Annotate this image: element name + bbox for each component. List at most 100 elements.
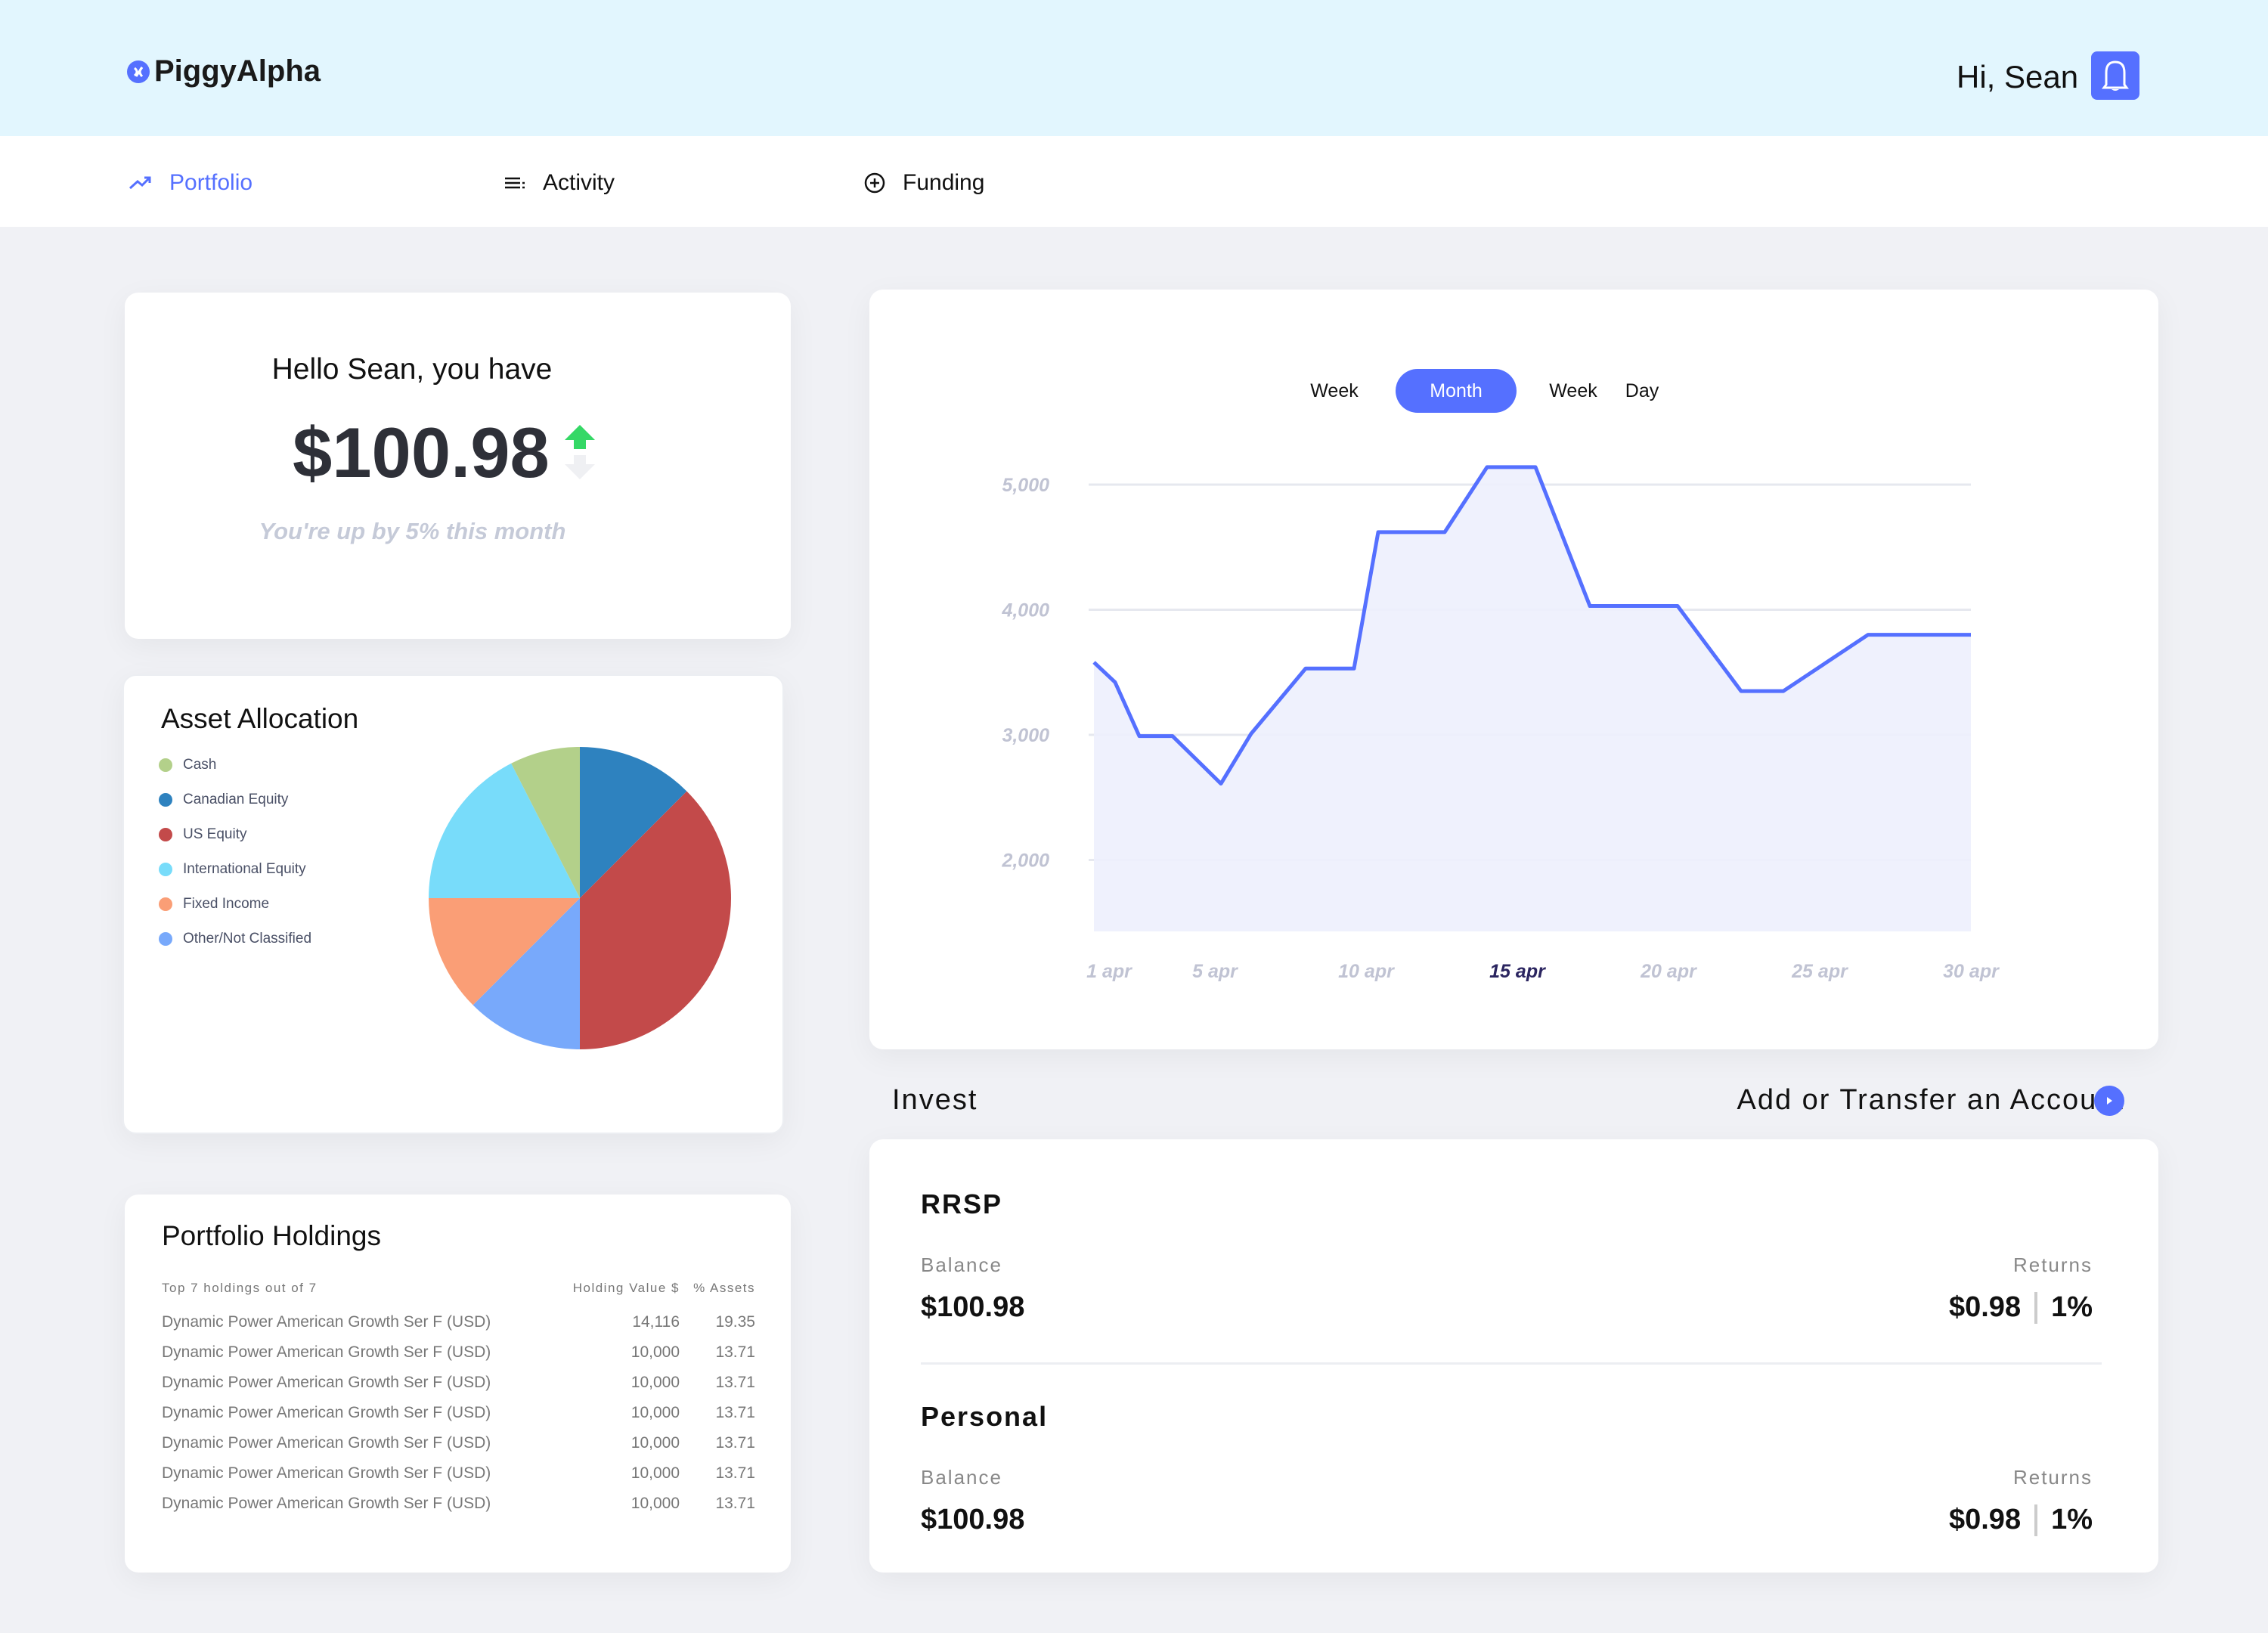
holdings-header: Top 7 holdings out of 7 Holding Value $ … (162, 1277, 755, 1300)
tab-label: Portfolio (169, 170, 253, 195)
legend-label: Canadian Equity (183, 792, 289, 807)
holding-row[interactable]: Dynamic Power American Growth Ser F (USD… (162, 1371, 755, 1394)
legend-swatch (159, 932, 172, 946)
balance-label: Balance (921, 1253, 1002, 1276)
legend-label: Fixed Income (183, 896, 270, 912)
returns-amount: $0.98 (1948, 1504, 2022, 1535)
range-tab-month[interactable]: Month (1396, 369, 1517, 413)
legend-item: Canadian Equity (159, 790, 288, 810)
range-tab-week-2[interactable]: Week (1532, 369, 1615, 413)
balance-line (1092, 465, 1971, 786)
holding-name: Dynamic Power American Growth Ser F (USD… (162, 1434, 491, 1452)
accounts-divider (921, 1362, 2102, 1365)
range-tab-day[interactable]: Day (1612, 369, 1672, 413)
y-tick-label: 5,000 (1002, 475, 1049, 496)
tab-activity[interactable]: Activity (503, 168, 615, 198)
account-balance: $100.98 (921, 1504, 1025, 1535)
legend-swatch (159, 863, 172, 876)
holding-name: Dynamic Power American Growth Ser F (USD… (162, 1374, 491, 1391)
holding-row[interactable]: Dynamic Power American Growth Ser F (USD… (162, 1402, 755, 1424)
x-tick-label: 30 apr (1943, 961, 2000, 982)
x-tick-label: 25 apr (1791, 961, 1848, 982)
holding-pct: 13.71 (715, 1374, 755, 1391)
holding-pct: 13.71 (715, 1343, 755, 1361)
holding-row[interactable]: Dynamic Power American Growth Ser F (USD… (162, 1492, 755, 1515)
plus-circle-icon (864, 172, 885, 194)
holding-row[interactable]: Dynamic Power American Growth Ser F (USD… (162, 1462, 755, 1485)
x-tick-label: 1 apr (1086, 961, 1132, 982)
returns-amount: $0.98 (1948, 1291, 2022, 1323)
notifications-button[interactable] (2091, 51, 2139, 100)
holdings-card (125, 1195, 791, 1573)
holdings-caption: Top 7 holdings out of 7 (162, 1281, 318, 1295)
legend-item: Fixed Income (159, 894, 269, 914)
performance-note: You're up by 5% this month (259, 518, 566, 544)
main-nav (0, 136, 2268, 227)
account-name[interactable]: RRSP (921, 1188, 1003, 1219)
tab-label: Funding (903, 170, 985, 195)
legend-item: Other/Not Classified (159, 929, 311, 949)
top-header (0, 0, 2268, 136)
legend-swatch (159, 897, 172, 911)
balance-label: Balance (921, 1466, 1002, 1489)
account-balance: $100.98 (921, 1291, 1025, 1323)
holding-value: 10,000 (631, 1434, 680, 1452)
x-tick-label: 10 apr (1338, 961, 1395, 982)
holding-name: Dynamic Power American Growth Ser F (USD… (162, 1464, 491, 1482)
holding-value: 10,000 (631, 1404, 680, 1421)
pie-slice-international-equity (429, 763, 580, 898)
tab-label: Activity (543, 170, 615, 195)
account-returns: $0.98 1% (1949, 1291, 2093, 1324)
holding-pct: 13.71 (715, 1434, 755, 1452)
user-greeting: Hi, Sean (1957, 59, 2079, 95)
bell-icon (2102, 60, 2129, 91)
range-tab-label: Week (1549, 380, 1597, 401)
pie-slice-fixed-income (429, 898, 580, 1006)
chevron-right-icon (2107, 1097, 2112, 1105)
legend-swatch (159, 758, 172, 772)
returns-separator (2034, 1291, 2038, 1324)
holding-row[interactable]: Dynamic Power American Growth Ser F (USD… (162, 1341, 755, 1364)
brand-logo[interactable]: PiggyAlpha (127, 54, 321, 88)
holding-value: 10,000 (631, 1495, 680, 1512)
summary-greeting: Hello Sean, you have (271, 353, 553, 386)
returns-separator (2034, 1504, 2038, 1536)
add-transfer-button[interactable] (2094, 1086, 2124, 1116)
account-name[interactable]: Personal (921, 1401, 1049, 1432)
holding-name: Dynamic Power American Growth Ser F (USD… (162, 1495, 491, 1512)
y-tick-label: 3,000 (1002, 725, 1049, 746)
x-tick-label: 20 apr (1640, 961, 1697, 982)
holding-name: Dynamic Power American Growth Ser F (USD… (162, 1343, 491, 1361)
legend-item: Cash (159, 755, 216, 775)
account-returns: $0.98 1% (1949, 1504, 2093, 1536)
returns-percent: 1% (2051, 1504, 2093, 1535)
holding-value: 14,116 (632, 1313, 680, 1331)
pie-slice-cash (511, 747, 580, 898)
pie-slice-canadian-equity (580, 747, 687, 898)
allocation-title: Asset Allocation (161, 703, 359, 734)
holding-row[interactable]: Dynamic Power American Growth Ser F (USD… (162, 1311, 755, 1334)
legend-swatch (159, 793, 172, 807)
range-tab-label: Month (1430, 380, 1483, 401)
holdings-title: Portfolio Holdings (162, 1220, 381, 1251)
holding-value: 10,000 (631, 1343, 680, 1361)
legend-item: US Equity (159, 825, 246, 844)
tab-funding[interactable]: Funding (863, 168, 984, 198)
x-tick-label: 15 apr (1489, 961, 1546, 982)
legend-label: Other/Not Classified (183, 931, 312, 947)
holding-pct: 19.35 (715, 1313, 755, 1331)
pie-slice-other-not-classified (472, 898, 580, 1049)
returns-percent: 1% (2051, 1291, 2093, 1323)
tab-portfolio[interactable]: Portfolio (129, 168, 253, 198)
add-transfer-account-link[interactable]: Add or Transfer an Account (1737, 1084, 2124, 1116)
holding-name: Dynamic Power American Growth Ser F (USD… (162, 1313, 491, 1331)
legend-label: Cash (183, 757, 217, 773)
range-tab-week[interactable]: Week (1293, 369, 1376, 413)
holding-pct: 13.71 (715, 1495, 755, 1512)
holding-row[interactable]: Dynamic Power American Growth Ser F (USD… (162, 1432, 755, 1455)
legend-label: International Equity (183, 861, 306, 877)
accounts-card (869, 1139, 2158, 1573)
brand-name: PiggyAlpha (154, 54, 321, 88)
x-tick-label: 5 apr (1192, 961, 1238, 982)
